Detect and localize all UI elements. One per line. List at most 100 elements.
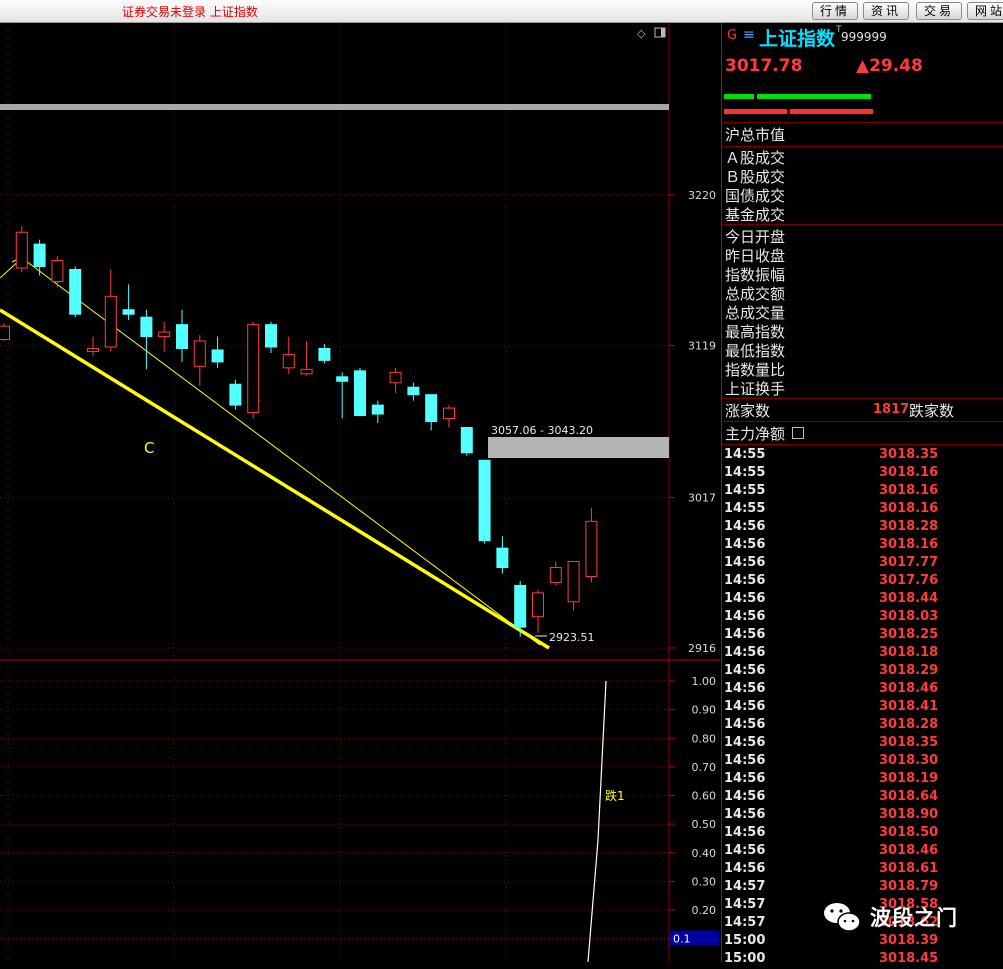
candle-body-down xyxy=(122,309,135,315)
tick-row: 14:57 3018.79 xyxy=(722,879,1003,897)
candle-body-down xyxy=(33,243,46,268)
trendline-thick xyxy=(0,308,550,650)
news-button[interactable]: 资讯 xyxy=(863,2,909,20)
gap-zone xyxy=(488,437,669,458)
tick-row: 14:56 3017.77 xyxy=(722,555,1003,573)
tick-row: 14:56 3018.41 xyxy=(722,699,1003,717)
tick-price: 3018.46 xyxy=(879,681,939,696)
y-tick-label: 3220 xyxy=(688,189,716,202)
tick-price: 3018.35 xyxy=(879,447,939,462)
indicator-tick-label: 0.60 xyxy=(692,790,717,803)
separator xyxy=(722,398,1003,399)
tick-row: 14:56 3018.64 xyxy=(722,789,1003,807)
tick-price: 3018.46 xyxy=(879,843,939,858)
tick-price: 3018.50 xyxy=(879,825,939,840)
candle-body-down xyxy=(514,584,527,628)
field-open: 今日开盘 xyxy=(725,228,786,246)
tick-time: 14:56 xyxy=(724,609,766,624)
tick-price: 3018.28 xyxy=(879,519,939,534)
advance-label: 涨家数 xyxy=(725,402,771,420)
tick-time: 14:56 xyxy=(724,681,766,696)
candle-body-up xyxy=(247,324,260,414)
tick-price: 3018.03 xyxy=(879,609,939,624)
tick-time: 14:56 xyxy=(724,861,766,876)
window-icon-fill xyxy=(661,28,665,37)
y-tick-label: 2916 xyxy=(688,642,716,655)
candle-body-up xyxy=(51,260,64,282)
candle-body-up xyxy=(104,295,117,348)
tick-price: 3018.30 xyxy=(879,753,939,768)
website-button[interactable]: 网站 xyxy=(967,2,1003,20)
superscript-t-icon: T xyxy=(836,25,842,35)
tick-row: 14:56 3018.30 xyxy=(722,753,1003,771)
trade-button[interactable]: 交易 xyxy=(916,2,962,20)
tick-time: 15:00 xyxy=(724,933,766,948)
diamond-icon[interactable]: ◇ xyxy=(637,27,646,40)
tick-price: 3018.28 xyxy=(879,717,939,732)
tick-row: 14:55 3018.16 xyxy=(722,483,1003,501)
candle-body-up xyxy=(300,368,313,375)
candle-body-down xyxy=(371,404,384,415)
tick-time: 14:56 xyxy=(724,627,766,642)
candle-body-down xyxy=(425,394,438,423)
field-turnover-rate: 上证换手 xyxy=(725,380,786,398)
separator xyxy=(722,444,1003,445)
tick-row: 14:56 3018.18 xyxy=(722,645,1003,663)
tick-time: 14:56 xyxy=(724,807,766,822)
candle-body-up xyxy=(282,353,295,369)
tick-price: 3017.77 xyxy=(879,555,939,570)
tick-price: 3018.25 xyxy=(879,627,939,642)
candle-body-down xyxy=(69,269,82,315)
separator xyxy=(722,146,1003,147)
tick-row: 14:55 3018.35 xyxy=(722,447,1003,465)
tick-row: 14:56 3018.50 xyxy=(722,825,1003,843)
tick-price: 3018.44 xyxy=(879,591,939,606)
separator xyxy=(722,421,1003,422)
indicator-axis: 1.00 0.90 0.80 0.70 0.60 0.50 0.40 0.30 0.20 0.1 xyxy=(0,675,719,946)
candles xyxy=(0,226,598,637)
market-code: G xyxy=(727,28,738,43)
kline-chart[interactable]: 3057.06 - 3043.20 C 2923.51 3220 3119 3017… xyxy=(0,23,721,962)
volume-bar-red-1 xyxy=(724,109,787,114)
tick-price: 3018.35 xyxy=(879,735,939,750)
tick-row: 14:56 3018.25 xyxy=(722,627,1003,645)
tick-price: 3018.41 xyxy=(879,699,939,714)
tick-time: 14:56 xyxy=(724,699,766,714)
tick-time: 14:56 xyxy=(724,591,766,606)
tick-row: 14:56 3018.28 xyxy=(722,717,1003,735)
candle-body-down xyxy=(211,349,224,363)
expand-icon[interactable] xyxy=(792,427,804,439)
tick-row: 14:56 3018.61 xyxy=(722,861,1003,879)
candle-body-down xyxy=(460,426,473,454)
tick-time: 14:56 xyxy=(724,789,766,804)
separator xyxy=(722,224,1003,225)
decline-label: 跌家数 xyxy=(909,402,955,420)
y-axis: 3220 3119 3017 2916 xyxy=(669,189,716,655)
candle-body-up xyxy=(193,340,206,367)
current-price: 3017.78 xyxy=(725,56,803,76)
indicator-tick-label: 0.20 xyxy=(692,904,717,917)
gap-range-label: 3057.06 - 3043.20 xyxy=(491,424,593,437)
candle-body-down xyxy=(336,376,349,382)
tick-row: 14:56 3018.90 xyxy=(722,807,1003,825)
tick-row: 14:56 3018.46 xyxy=(722,843,1003,861)
candle-body-down xyxy=(176,324,188,349)
hamburger-icon[interactable]: ≡ xyxy=(743,27,755,43)
candle-body-down xyxy=(265,324,277,348)
tick-time: 14:56 xyxy=(724,825,766,840)
tick-time: 14:56 xyxy=(724,717,766,732)
tick-time: 14:56 xyxy=(724,735,766,750)
indicator-line xyxy=(587,680,607,962)
price-change: ▲29.48 xyxy=(856,56,923,76)
candle-body-down xyxy=(140,316,153,338)
wechat-icon xyxy=(824,903,861,932)
candle-body-up xyxy=(567,561,580,603)
tick-price: 3018.64 xyxy=(879,789,939,804)
tick-row: 14:56 3018.16 xyxy=(722,537,1003,555)
tick-time: 14:57 xyxy=(724,897,766,912)
market-button[interactable]: 行情 xyxy=(812,2,858,20)
candle-body-up xyxy=(15,231,28,269)
low-price-label: 2923.51 xyxy=(549,631,595,644)
indicator-tick-label: 0.90 xyxy=(692,704,717,717)
advance-count: 1817 xyxy=(873,402,910,417)
